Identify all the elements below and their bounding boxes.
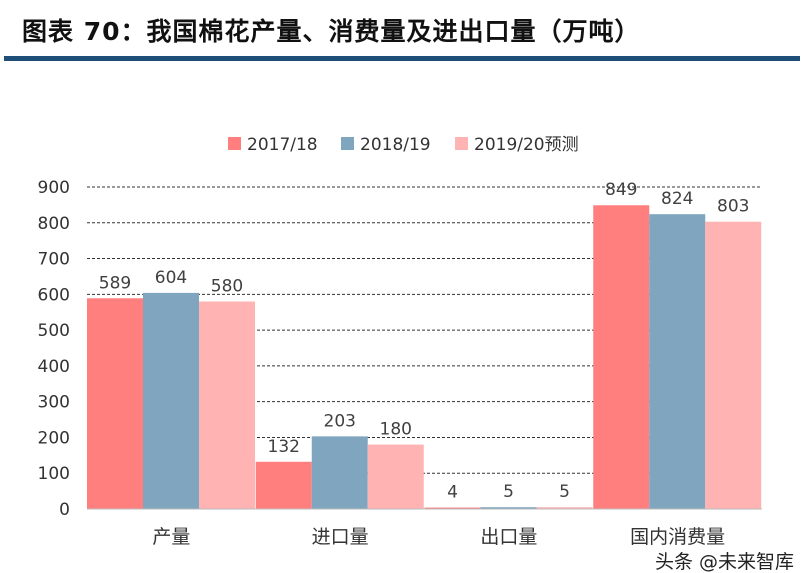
y-tick-label: 200 [38, 428, 70, 448]
x-tick-label: 产量 [152, 526, 190, 548]
legend-label: 2019/20预测 [474, 135, 579, 155]
bar [424, 507, 481, 509]
y-tick-label: 800 [38, 214, 70, 234]
data-label: 580 [211, 276, 243, 296]
y-tick-label: 400 [38, 357, 70, 377]
bar [87, 298, 143, 509]
data-label: 604 [155, 268, 187, 288]
legend-label: 2018/19 [360, 135, 431, 155]
chart-title: 图表 70：我国棉花产量、消费量及进出口量（万吨） [22, 17, 641, 46]
bar [143, 292, 199, 509]
y-tick-label: 600 [38, 285, 70, 305]
y-tick-label: 100 [38, 464, 70, 484]
bar [255, 461, 312, 509]
data-label: 803 [717, 197, 749, 217]
data-label: 4 [447, 483, 458, 503]
legend-swatch [228, 137, 241, 150]
bar [311, 436, 368, 509]
data-label: 203 [324, 411, 356, 431]
data-label: 5 [559, 482, 570, 502]
data-label: 5 [503, 482, 514, 502]
y-tick-label: 500 [38, 321, 70, 341]
data-label: 180 [380, 420, 412, 440]
legend-swatch [455, 137, 468, 150]
legend-swatch [341, 137, 354, 150]
y-tick-label: 300 [38, 393, 70, 413]
bar [649, 214, 706, 510]
x-tick-label: 出口量 [480, 526, 537, 548]
y-tick-label: 700 [38, 250, 70, 270]
watermark: 头条 @未来智库 [655, 551, 795, 573]
legend-label: 2017/18 [247, 135, 318, 155]
x-tick-label: 国内消费量 [630, 526, 725, 548]
bar [480, 507, 537, 509]
data-label: 589 [99, 273, 131, 293]
data-label: 849 [605, 180, 637, 200]
data-label: 132 [268, 437, 300, 457]
bar [593, 205, 650, 509]
y-tick-label: 900 [38, 178, 70, 198]
title-rule [4, 56, 800, 61]
bar [367, 444, 424, 509]
data-label: 824 [661, 189, 693, 209]
bar [199, 301, 255, 509]
y-tick-label: 0 [59, 500, 70, 520]
x-tick-label: 进口量 [312, 526, 369, 548]
bar [536, 507, 593, 509]
bar [705, 221, 762, 509]
